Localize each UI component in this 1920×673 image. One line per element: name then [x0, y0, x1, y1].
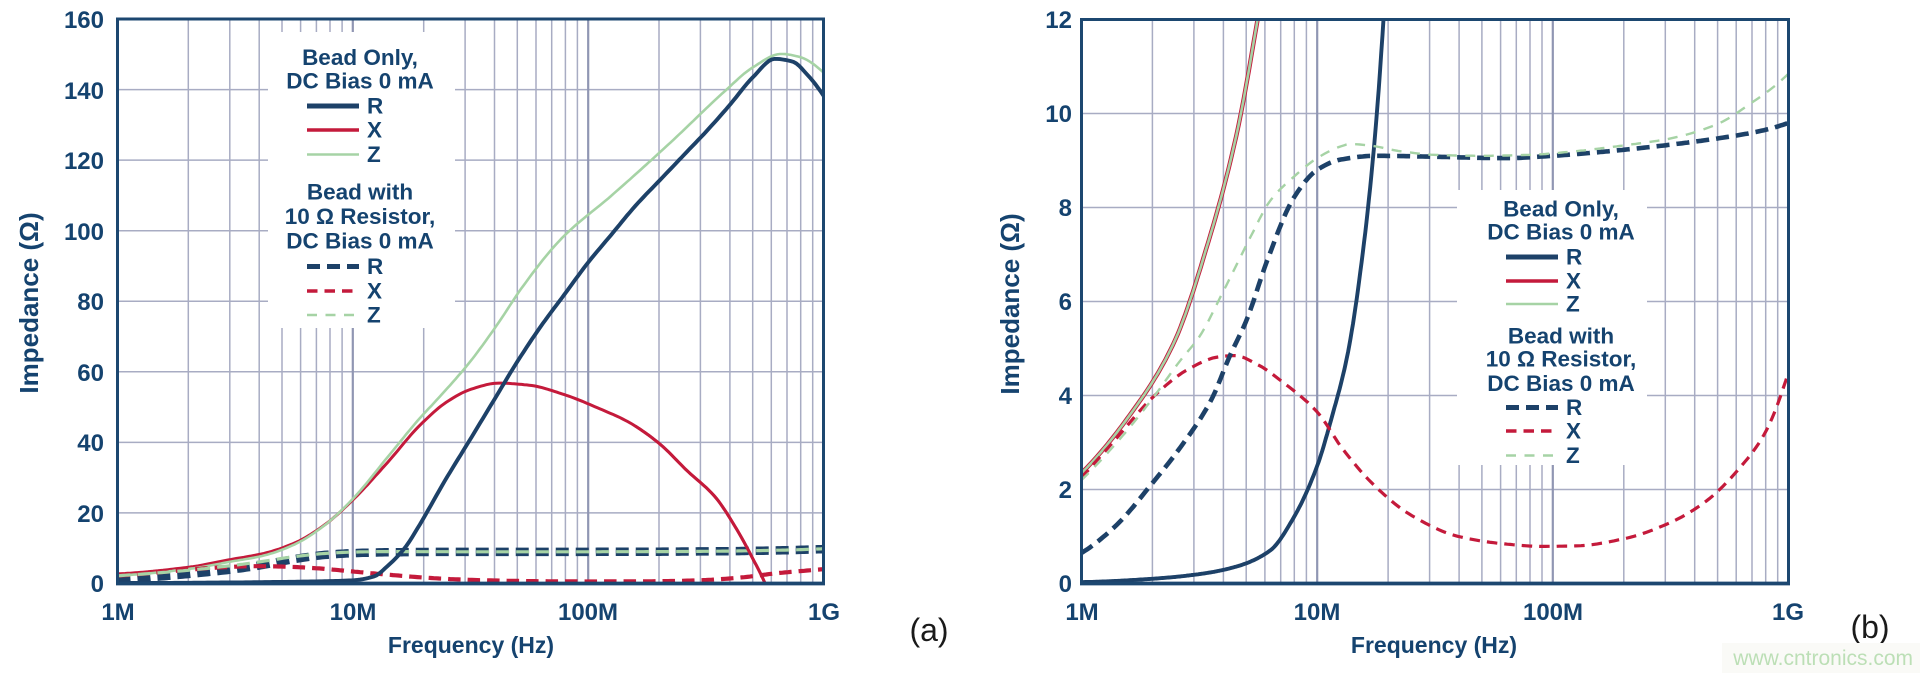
- svg-text:(a): (a): [909, 612, 948, 648]
- svg-text:2: 2: [1059, 477, 1072, 504]
- svg-text:R: R: [1566, 395, 1582, 420]
- svg-text:Impedance (Ω): Impedance (Ω): [995, 213, 1025, 394]
- svg-text:1G: 1G: [1772, 599, 1804, 626]
- svg-text:Bead Only,: Bead Only,: [1503, 197, 1619, 222]
- svg-text:R: R: [367, 254, 383, 279]
- svg-text:Frequency (Hz): Frequency (Hz): [388, 632, 554, 658]
- svg-text:Bead with: Bead with: [307, 180, 413, 205]
- svg-text:60: 60: [77, 360, 104, 387]
- svg-text:DC Bias 0 mA: DC Bias 0 mA: [286, 69, 434, 94]
- svg-text:10 Ω Resistor,: 10 Ω Resistor,: [1486, 347, 1637, 372]
- svg-text:0: 0: [91, 571, 104, 598]
- svg-text:10 Ω Resistor,: 10 Ω Resistor,: [285, 204, 436, 229]
- svg-text:X: X: [1566, 269, 1581, 294]
- svg-text:20: 20: [77, 501, 104, 528]
- svg-text:100M: 100M: [558, 599, 618, 626]
- svg-text:DC Bias 0 mA: DC Bias 0 mA: [1487, 220, 1635, 245]
- svg-text:1M: 1M: [101, 599, 134, 626]
- svg-text:140: 140: [64, 78, 104, 105]
- svg-text:160: 160: [64, 7, 104, 34]
- svg-text:Z: Z: [1566, 443, 1580, 468]
- svg-text:80: 80: [77, 289, 104, 316]
- svg-text:Bead Only,: Bead Only,: [302, 45, 418, 70]
- svg-text:40: 40: [77, 430, 104, 457]
- svg-text:Z: Z: [367, 142, 381, 167]
- svg-text:4: 4: [1059, 383, 1073, 410]
- svg-text:1M: 1M: [1065, 599, 1098, 626]
- svg-text:Frequency (Hz): Frequency (Hz): [1351, 632, 1517, 658]
- svg-text:1G: 1G: [808, 599, 840, 626]
- svg-text:DC Bias 0 mA: DC Bias 0 mA: [1487, 371, 1635, 396]
- svg-text:100M: 100M: [1523, 599, 1583, 626]
- svg-text:X: X: [1566, 419, 1581, 444]
- svg-text:120: 120: [64, 148, 104, 175]
- svg-text:www.cntronics.com: www.cntronics.com: [1732, 647, 1913, 670]
- svg-text:8: 8: [1059, 195, 1072, 222]
- svg-text:X: X: [367, 118, 382, 143]
- svg-text:DC Bias 0 mA: DC Bias 0 mA: [286, 229, 434, 254]
- svg-text:Z: Z: [1566, 292, 1580, 317]
- svg-text:0: 0: [1059, 571, 1072, 598]
- svg-text:Impedance (Ω): Impedance (Ω): [14, 212, 44, 393]
- svg-text:12: 12: [1045, 7, 1072, 34]
- svg-text:10M: 10M: [1294, 599, 1341, 626]
- svg-text:R: R: [1566, 245, 1582, 270]
- svg-text:100: 100: [64, 219, 104, 246]
- svg-text:6: 6: [1059, 289, 1072, 316]
- svg-text:Z: Z: [367, 303, 381, 328]
- svg-text:10M: 10M: [330, 599, 377, 626]
- svg-text:Bead with: Bead with: [1508, 324, 1614, 349]
- svg-text:10: 10: [1045, 101, 1072, 128]
- svg-text:X: X: [367, 279, 382, 304]
- svg-text:R: R: [367, 94, 383, 119]
- svg-text:(b): (b): [1850, 609, 1889, 645]
